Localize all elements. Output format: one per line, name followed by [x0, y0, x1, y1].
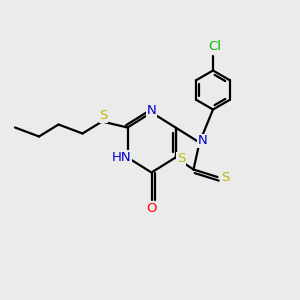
Text: N: N — [198, 134, 207, 148]
Text: S: S — [177, 152, 185, 166]
Text: Cl: Cl — [208, 40, 221, 53]
Text: S: S — [99, 109, 108, 122]
Text: N: N — [147, 104, 156, 118]
Text: S: S — [221, 171, 229, 184]
Text: HN: HN — [112, 151, 131, 164]
Text: O: O — [146, 202, 157, 215]
